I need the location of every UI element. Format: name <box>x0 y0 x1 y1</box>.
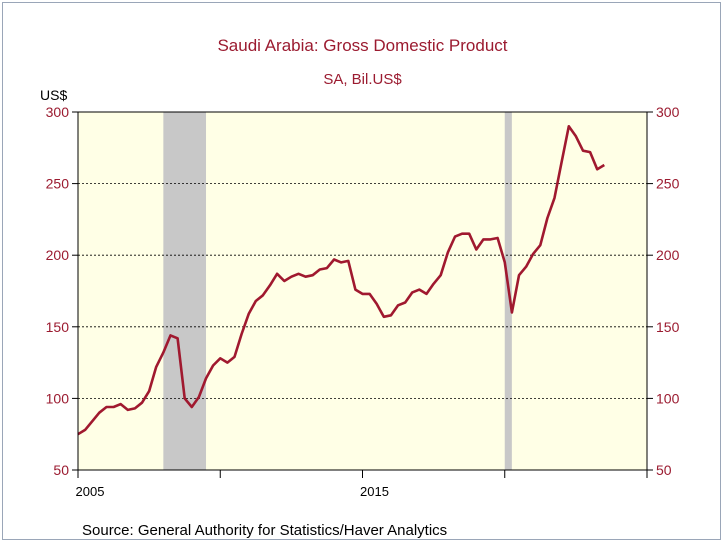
shaded-period-1 <box>163 112 207 470</box>
y-tick-label-right: 150 <box>656 319 680 335</box>
gridlines <box>78 183 647 399</box>
y-tick-label-left: 250 <box>46 176 70 192</box>
chart-title: Saudi Arabia: Gross Domestic Product <box>217 36 508 55</box>
source-note: Source: General Authority for Statistics… <box>82 522 448 539</box>
axis-tick-labels: 50 50 100 100 150 150 200 200 250 250 300 300 2005 20… <box>46 104 680 499</box>
y-tick-label-right: 250 <box>656 176 680 192</box>
x-tick-label: 2005 <box>76 484 105 499</box>
y-tick-label-left: 50 <box>53 462 69 478</box>
y-tick-label-right: 50 <box>656 462 672 478</box>
y-tick-label-right: 100 <box>656 390 680 406</box>
y-tick-label-right: 200 <box>656 247 680 263</box>
x-tick-label: 2015 <box>360 484 389 499</box>
gdp-series-line <box>77 125 605 436</box>
y-axis-unit-label: US$ <box>40 87 68 103</box>
y-tick-label-left: 200 <box>46 247 70 263</box>
y-tick-label-left: 100 <box>46 390 70 406</box>
y-tick-label-left: 300 <box>46 104 70 120</box>
axis-ticks <box>72 111 653 478</box>
y-tick-label-right: 300 <box>656 104 680 120</box>
chart-subtitle: SA, Bil.US$ <box>323 71 402 88</box>
y-tick-label-left: 150 <box>46 319 70 335</box>
